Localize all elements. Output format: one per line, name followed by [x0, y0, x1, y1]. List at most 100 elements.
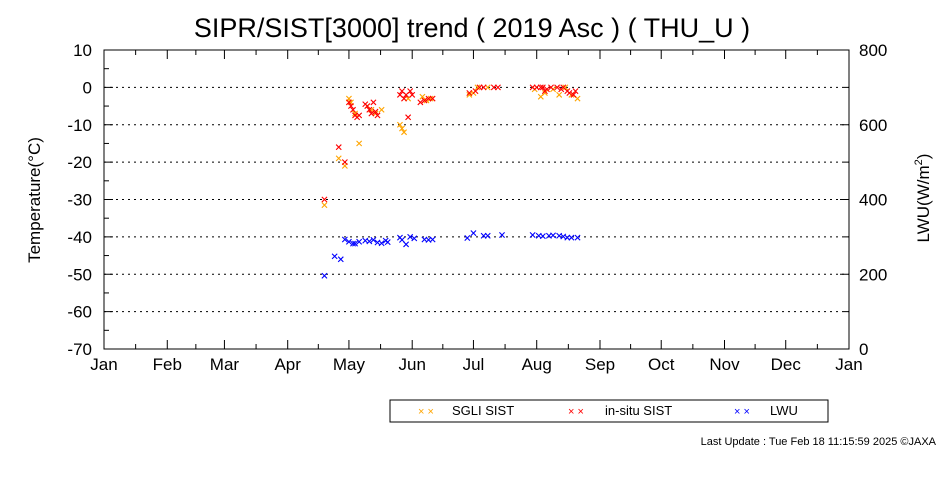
point-sgli [474, 84, 481, 91]
left-tick-label: -40 [67, 228, 92, 247]
point-lwu [345, 238, 352, 245]
point-lwu [574, 234, 581, 241]
legend-label-insitu: in-situ SIST [605, 403, 672, 418]
point-insitu [364, 103, 371, 110]
point-lwu [341, 236, 348, 243]
point-sgli [556, 91, 563, 98]
point-lwu [411, 235, 418, 242]
point-insitu [421, 97, 428, 104]
point-insitu [429, 95, 436, 102]
point-lwu [403, 241, 410, 248]
point-lwu [550, 232, 557, 239]
legend-marker-lwu: × × [734, 406, 750, 418]
point-insitu [405, 114, 412, 121]
point-sgli [321, 202, 328, 209]
point-lwu [356, 238, 363, 245]
point-insitu [366, 106, 373, 113]
right-axis-label: LWU(W/m2) [913, 154, 933, 243]
legend-box [389, 399, 829, 423]
legend: × × SGLI SIST × × in-situ SIST × × LWU [389, 399, 829, 423]
point-sgli [335, 155, 342, 162]
left-axis-ticks: 10 0 -10 -20 -30 -40 -50 -60 -70 [67, 41, 113, 359]
point-insitu [409, 91, 416, 98]
point-insitu [372, 108, 379, 115]
point-insitu [466, 89, 473, 96]
point-insitu [368, 110, 375, 117]
point-sgli [427, 95, 434, 102]
legend-marker-sgli: × × [418, 406, 434, 418]
right-tick-label: 0 [859, 340, 868, 359]
x-tick-label: Feb [153, 355, 182, 374]
point-insitu [539, 84, 546, 91]
left-tick-label: -70 [67, 340, 92, 359]
left-tick-label: -50 [67, 265, 92, 284]
point-sgli [356, 140, 363, 147]
legend-entry-insitu: × × in-situ SIST [568, 403, 672, 418]
point-insitu [494, 84, 501, 91]
plot-frame [103, 49, 850, 350]
point-insitu [350, 106, 357, 113]
right-tick-label: 600 [859, 116, 887, 135]
legend-label-lwu: LWU [770, 403, 798, 418]
point-lwu [539, 233, 546, 240]
right-axis-label-close: ) [914, 154, 933, 160]
point-insitu [370, 99, 377, 106]
point-lwu [407, 233, 414, 240]
point-insitu [566, 89, 573, 96]
x-tick-label: Mar [210, 355, 240, 374]
point-lwu [337, 256, 344, 263]
point-lwu [560, 233, 567, 240]
legend-label-sgli: SGLI SIST [452, 403, 514, 418]
right-axis-label-superscript: 2 [913, 159, 925, 165]
point-insitu [572, 88, 579, 95]
point-lwu [384, 239, 391, 246]
point-sgli [399, 125, 405, 132]
left-tick-label: -30 [67, 191, 92, 210]
point-insitu [407, 88, 414, 95]
point-lwu [321, 272, 328, 279]
point-insitu [570, 91, 577, 98]
point-sgli [466, 91, 473, 98]
x-tick-label: Jan [90, 355, 117, 374]
right-axis-ticks: 800 600 400 200 0 [840, 41, 887, 359]
x-tick-label: Nov [709, 355, 740, 374]
right-tick-label: 200 [859, 265, 887, 284]
x-tick-label: Jul [463, 355, 485, 374]
point-insitu [341, 159, 348, 166]
point-sgli [401, 129, 408, 136]
point-lwu [370, 236, 377, 243]
point-insitu [480, 84, 487, 91]
point-lwu [499, 232, 506, 238]
x-tick-label: Dec [771, 355, 802, 374]
series-lwu [321, 230, 581, 279]
x-tick-label: Aug [522, 355, 552, 374]
point-sgli [562, 84, 569, 91]
point-insitu [548, 84, 554, 91]
point-sgli [352, 110, 359, 117]
point-lwu [331, 253, 338, 260]
left-tick-label: 10 [73, 41, 92, 60]
chart-title: SIPR/SIST[3000] trend ( 2019 Asc ) ( THU… [194, 13, 750, 43]
data-points [321, 84, 581, 279]
point-lwu [378, 240, 385, 247]
x-tick-label: May [333, 355, 366, 374]
legend-marker-insitu: × × [568, 406, 584, 418]
right-tick-label: 800 [859, 41, 887, 60]
series-sgli [321, 84, 581, 209]
x-tick-label: Jan [835, 355, 862, 374]
last-update-footer: Last Update : Tue Feb 18 11:15:59 2025 ©… [700, 436, 936, 448]
point-lwu [352, 240, 359, 247]
x-tick-label: Jun [398, 355, 425, 374]
grid-lines [104, 86, 849, 313]
point-lwu [568, 234, 575, 241]
right-tick-label: 400 [859, 191, 887, 210]
point-sgli [378, 106, 385, 113]
x-tick-label: Apr [274, 355, 301, 374]
left-axis-label: Temperature(°C) [25, 137, 44, 263]
left-tick-label: -10 [67, 116, 92, 135]
point-insitu [345, 99, 352, 106]
left-tick-label: -20 [67, 153, 92, 172]
right-axis-label-main: LWU(W/m [914, 165, 933, 242]
point-sgli [541, 89, 548, 96]
point-lwu [429, 236, 436, 243]
